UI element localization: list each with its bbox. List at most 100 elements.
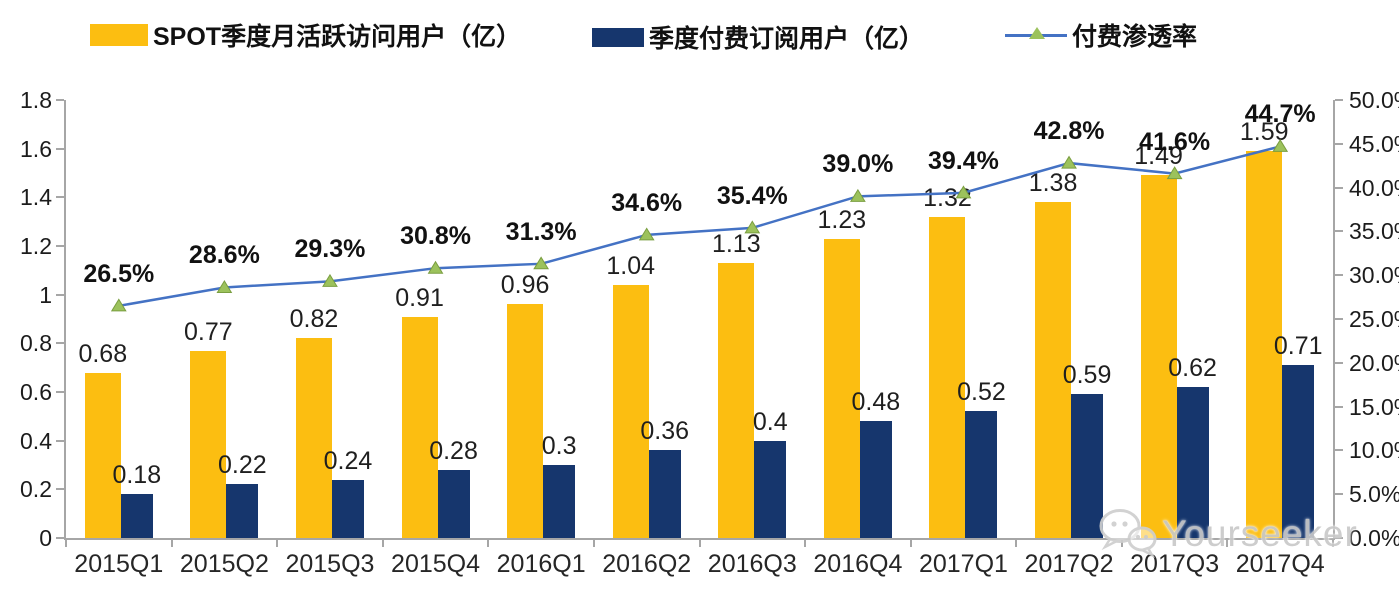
x-tick-label: 2016Q3 bbox=[707, 550, 797, 578]
right-axis-tick-label: 10.0% bbox=[1349, 437, 1399, 464]
x-tick-label: 2016Q1 bbox=[496, 550, 586, 578]
left-axis-tick bbox=[56, 147, 64, 150]
right-axis-tick-label: 25.0% bbox=[1349, 306, 1399, 332]
bar-mau bbox=[1140, 175, 1177, 538]
x-tick-label: 2017Q3 bbox=[1130, 550, 1220, 578]
right-axis-tick bbox=[1335, 99, 1343, 101]
subscriber-value-label: 0.3 bbox=[541, 432, 577, 460]
watermark: Yourseeker bbox=[1096, 508, 1358, 560]
subscriber-value-label: 0.22 bbox=[218, 451, 267, 480]
subscriber-value-label: 0.4 bbox=[752, 407, 788, 436]
penetration-value-label: 42.8% bbox=[1033, 117, 1105, 146]
penetration-value-label: 30.8% bbox=[400, 222, 471, 251]
penetration-value-label: 28.6% bbox=[188, 241, 260, 270]
bar-mau bbox=[1246, 151, 1283, 538]
right-axis-tick bbox=[1335, 186, 1343, 189]
x-tick-label: 2016Q4 bbox=[813, 550, 903, 578]
legend-item-mau: SPOT季度月活跃访问用户（亿） bbox=[90, 17, 521, 53]
x-tick-label: 2015Q3 bbox=[285, 550, 375, 578]
penetration-point-marker bbox=[744, 220, 761, 234]
bar-subscribers bbox=[648, 450, 681, 538]
x-axis-tick bbox=[1015, 540, 1018, 547]
subscriber-value-label: 0.24 bbox=[323, 446, 373, 475]
subscriber-value-label: 0.62 bbox=[1168, 354, 1217, 383]
x-axis-tick bbox=[170, 540, 173, 547]
left-axis-tick bbox=[56, 537, 64, 539]
bar-subscribers bbox=[120, 494, 153, 538]
right-axis-tick-label: 35.0% bbox=[1349, 218, 1399, 245]
penetration-point-marker bbox=[1061, 155, 1077, 169]
penetration-point-marker bbox=[110, 298, 127, 312]
penetration-value-label: 26.5% bbox=[83, 259, 155, 288]
bar-mau bbox=[401, 316, 438, 538]
penetration-value-label: 34.6% bbox=[611, 188, 683, 217]
left-axis-tick bbox=[56, 342, 64, 345]
subscriber-bar-swatch bbox=[592, 27, 644, 47]
x-axis-tick bbox=[1120, 540, 1123, 547]
penetration-value-label: 39.4% bbox=[928, 146, 999, 175]
penetration-point-marker bbox=[1272, 138, 1289, 152]
left-axis-tick bbox=[56, 245, 64, 247]
right-axis-tick bbox=[1335, 449, 1343, 452]
bar-mau bbox=[84, 372, 121, 538]
x-tick-label: 2017Q1 bbox=[918, 550, 1008, 578]
x-axis-tick bbox=[276, 540, 279, 547]
right-axis-tick-label: 0.0% bbox=[1349, 525, 1399, 551]
x-axis-tick bbox=[487, 540, 490, 547]
penetration-value-label: 29.3% bbox=[294, 235, 366, 264]
mau-value-label: 1.38 bbox=[1028, 169, 1078, 198]
x-axis-tick bbox=[698, 540, 701, 547]
right-axis-tick-label: 40.0% bbox=[1349, 174, 1399, 201]
bar-subscribers bbox=[543, 465, 576, 538]
legend-item-penetration: 付费渗透率 bbox=[1005, 17, 1197, 53]
mau-value-label: 0.96 bbox=[500, 271, 550, 300]
penetration-line-swatch bbox=[1005, 24, 1067, 46]
right-axis-tick bbox=[1335, 361, 1343, 364]
legend-label-penetration: 付费渗透率 bbox=[1072, 23, 1198, 51]
penetration-value-label: 44.7% bbox=[1244, 100, 1316, 129]
penetration-value-label: 39.0% bbox=[822, 150, 894, 179]
x-tick-label: 2015Q2 bbox=[179, 550, 269, 578]
right-axis-tick-label: 20.0% bbox=[1349, 349, 1399, 376]
bar-subscribers bbox=[859, 421, 892, 538]
x-axis-tick bbox=[65, 540, 67, 547]
bottom-axis-line bbox=[64, 538, 1335, 540]
right-axis-line bbox=[1333, 100, 1335, 540]
subscriber-value-label: 0.36 bbox=[640, 417, 690, 446]
bar-mau bbox=[718, 263, 755, 538]
bar-mau bbox=[1035, 202, 1072, 538]
right-axis-tick bbox=[1335, 274, 1343, 277]
x-axis-tick bbox=[592, 540, 595, 547]
left-axis-tick-label: 0.8 bbox=[20, 330, 52, 357]
left-axis-tick-label: 1.8 bbox=[20, 87, 52, 113]
bar-subscribers bbox=[965, 411, 998, 538]
mau-value-label: 1.04 bbox=[606, 251, 656, 280]
right-axis-tick bbox=[1335, 230, 1343, 233]
x-axis-tick bbox=[381, 540, 384, 547]
penetration-point-marker bbox=[216, 280, 233, 293]
x-axis-tick bbox=[1332, 540, 1334, 547]
mau-value-label: 1.23 bbox=[817, 205, 867, 234]
penetration-point-marker bbox=[1166, 166, 1183, 180]
subscriber-value-label: 0.48 bbox=[851, 388, 901, 417]
legend-item-subscribers: 季度付费订阅用户（亿） bbox=[592, 19, 924, 55]
right-axis-tick-label: 45.0% bbox=[1349, 130, 1399, 157]
bar-subscribers bbox=[437, 469, 470, 538]
penetration-value-label: 31.3% bbox=[505, 217, 577, 246]
x-axis-tick bbox=[1226, 540, 1229, 547]
mau-value-label: 1.49 bbox=[1134, 142, 1183, 171]
watermark-text: Yourseeker bbox=[1162, 513, 1358, 554]
bar-mau bbox=[190, 350, 227, 538]
subscriber-value-label: 0.18 bbox=[112, 461, 162, 490]
x-tick-label: 2017Q4 bbox=[1235, 550, 1325, 578]
bar-subscribers bbox=[226, 484, 259, 538]
left-axis-tick bbox=[56, 439, 64, 442]
left-axis-tick-label: 1 bbox=[39, 281, 52, 308]
left-axis-tick-label: 0 bbox=[39, 525, 52, 551]
penetration-value-label: 41.6% bbox=[1139, 127, 1211, 156]
left-axis-tick bbox=[56, 391, 64, 393]
mau-value-label: 0.82 bbox=[289, 305, 339, 334]
left-axis-tick bbox=[56, 488, 64, 491]
x-tick-label: 2017Q2 bbox=[1024, 550, 1114, 578]
bar-subscribers bbox=[754, 440, 787, 538]
